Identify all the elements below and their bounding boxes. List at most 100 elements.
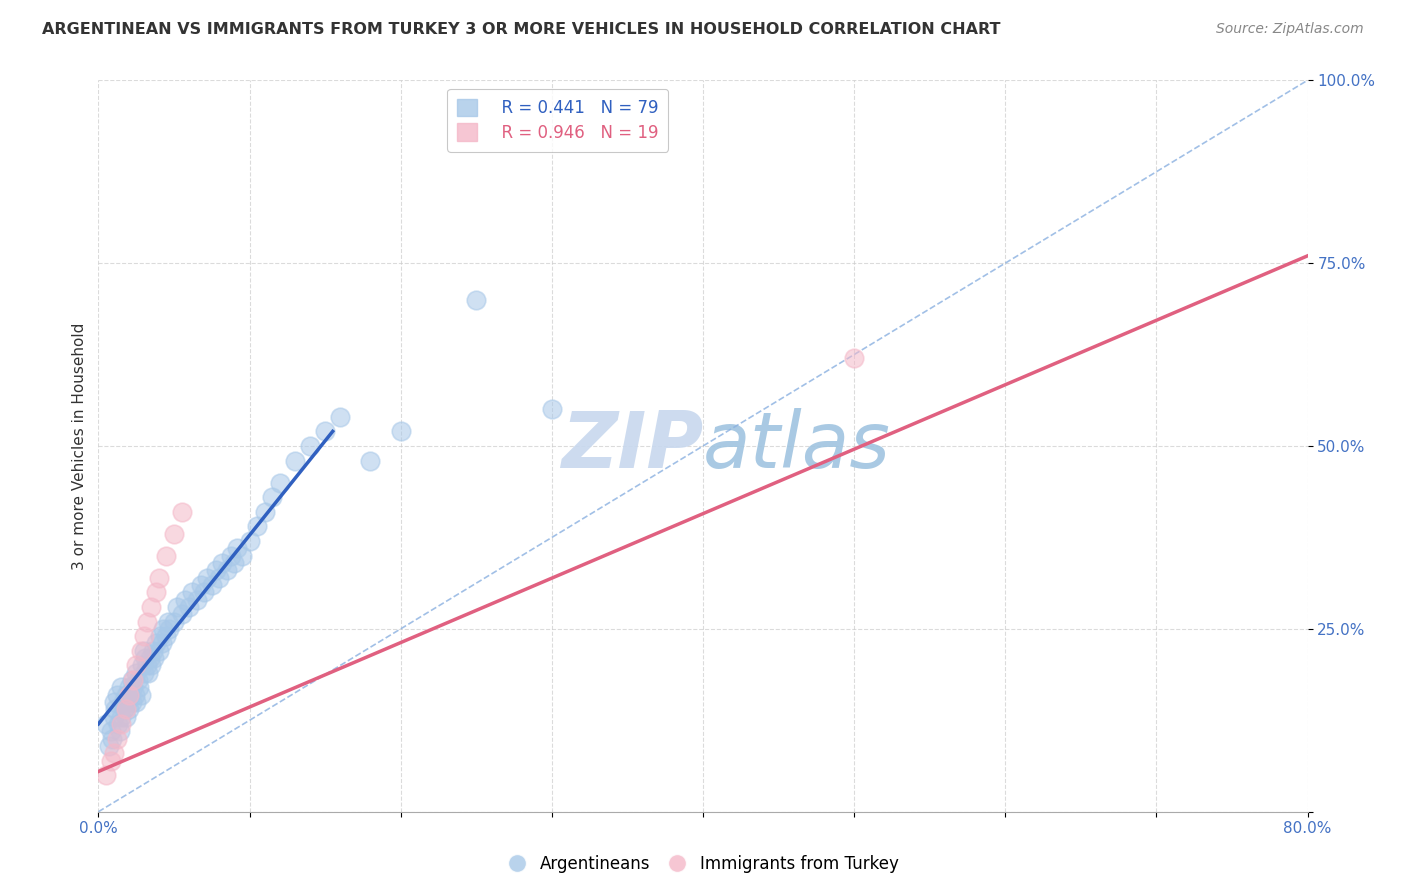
Point	[125, 695, 148, 709]
Point	[246, 519, 269, 533]
Point	[163, 615, 186, 629]
Legend:   R = 0.441   N = 79,   R = 0.946   N = 19: R = 0.441 N = 79, R = 0.946 N = 19	[447, 88, 668, 152]
Point	[129, 644, 152, 658]
Point	[186, 592, 208, 607]
Point	[101, 731, 124, 746]
Point	[201, 578, 224, 592]
Point	[132, 629, 155, 643]
Point	[128, 681, 150, 695]
Point	[150, 636, 173, 650]
Point	[156, 615, 179, 629]
Point	[141, 599, 163, 614]
Text: ARGENTINEAN VS IMMIGRANTS FROM TURKEY 3 OR MORE VEHICLES IN HOUSEHOLD CORRELATIO: ARGENTINEAN VS IMMIGRANTS FROM TURKEY 3 …	[42, 22, 1001, 37]
Point	[122, 673, 145, 687]
Point	[100, 724, 122, 739]
Point	[114, 688, 136, 702]
Point	[125, 665, 148, 680]
Point	[124, 688, 146, 702]
Point	[132, 665, 155, 680]
Point	[121, 695, 143, 709]
Point	[844, 351, 866, 366]
Point	[224, 556, 246, 570]
Point	[253, 505, 276, 519]
Text: ZIP: ZIP	[561, 408, 703, 484]
Point	[141, 658, 163, 673]
Point	[149, 629, 172, 643]
Point	[120, 688, 142, 702]
Point	[284, 453, 307, 467]
Point	[195, 571, 218, 585]
Point	[208, 571, 231, 585]
Point	[114, 709, 136, 723]
Point	[314, 425, 336, 439]
Point	[100, 754, 122, 768]
Point	[389, 425, 412, 439]
Point	[148, 571, 170, 585]
Point	[145, 585, 167, 599]
Point	[155, 549, 177, 563]
Point	[107, 717, 129, 731]
Point	[103, 695, 125, 709]
Point	[135, 658, 157, 673]
Point	[181, 585, 204, 599]
Point	[127, 673, 149, 687]
Point	[142, 644, 165, 658]
Point	[143, 651, 166, 665]
Point	[148, 644, 170, 658]
Point	[110, 717, 132, 731]
Point	[211, 556, 233, 570]
Text: Source: ZipAtlas.com: Source: ZipAtlas.com	[1216, 22, 1364, 37]
Point	[110, 681, 132, 695]
Point	[125, 658, 148, 673]
Point	[115, 695, 138, 709]
Point	[329, 409, 352, 424]
Point	[193, 585, 215, 599]
Point	[170, 505, 193, 519]
Point	[118, 688, 141, 702]
Point	[262, 490, 284, 504]
Point	[465, 293, 488, 307]
Point	[135, 615, 157, 629]
Point	[152, 622, 174, 636]
Point	[105, 688, 128, 702]
Point	[215, 563, 238, 577]
Point	[103, 746, 125, 760]
Point	[145, 636, 167, 650]
Point	[226, 541, 249, 556]
Point	[110, 709, 132, 723]
Point	[139, 651, 162, 665]
Point	[205, 563, 228, 577]
Y-axis label: 3 or more Vehicles in Household: 3 or more Vehicles in Household	[72, 322, 87, 570]
Point	[111, 695, 134, 709]
Point	[239, 534, 262, 549]
Point	[166, 599, 188, 614]
Point	[131, 658, 153, 673]
Point	[104, 702, 127, 716]
Point	[114, 702, 136, 716]
Point	[118, 681, 141, 695]
Point	[132, 644, 155, 658]
Point	[170, 607, 193, 622]
Point	[269, 475, 291, 490]
Point	[94, 717, 117, 731]
Point	[129, 688, 152, 702]
Point	[179, 599, 201, 614]
Text: atlas: atlas	[703, 408, 891, 484]
Point	[360, 453, 382, 467]
Point	[108, 724, 131, 739]
Point	[299, 439, 322, 453]
Point	[173, 592, 195, 607]
Point	[231, 549, 253, 563]
Point	[122, 681, 145, 695]
Point	[103, 709, 125, 723]
Point	[112, 702, 135, 716]
Point	[105, 731, 128, 746]
Point	[540, 402, 562, 417]
Point	[190, 578, 212, 592]
Point	[121, 673, 143, 687]
Point	[155, 629, 177, 643]
Point	[163, 526, 186, 541]
Point	[98, 739, 121, 753]
Point	[118, 702, 141, 716]
Legend: Argentineans, Immigrants from Turkey: Argentineans, Immigrants from Turkey	[501, 848, 905, 880]
